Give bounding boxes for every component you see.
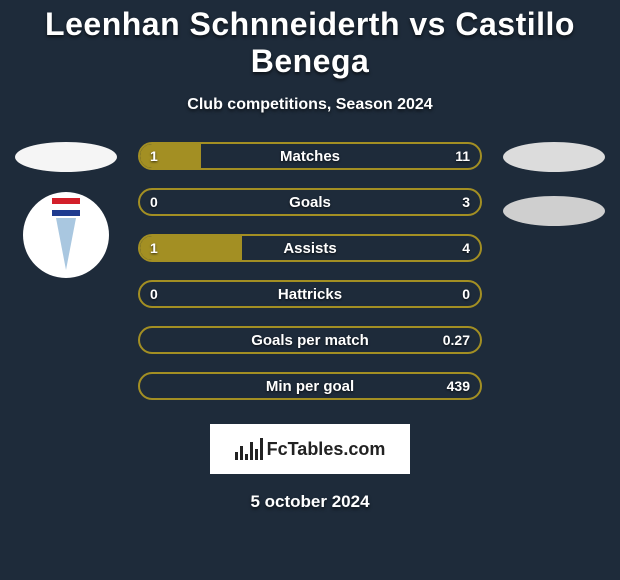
infographic-root: Leenhan Schnneiderth vs Castillo Benega … [0,0,620,512]
stat-label: Hattricks [140,282,480,306]
player-left-column [10,142,122,418]
stat-bar: 1Assists4 [138,234,482,262]
stat-bar: Min per goal439 [138,372,482,400]
player-right-head-placeholder [503,142,605,172]
logo-chart-bar [255,449,258,460]
player-left-club-badge [23,192,109,278]
logo-chart-bar [250,442,253,460]
stat-value-right: 3 [462,190,470,214]
stat-bar: 0Goals3 [138,188,482,216]
subtitle: Club competitions, Season 2024 [0,96,620,114]
logo-chart-bar [260,438,263,460]
stat-label: Assists [140,236,480,260]
stat-value-right: 439 [447,374,470,398]
flag-stripe-3 [52,210,80,216]
source-logo: FcTables.com [235,438,386,460]
stat-value-right: 0 [462,282,470,306]
club-flag [52,198,80,216]
stat-value-right: 0.27 [443,328,470,352]
body-row: 1Matches110Goals31Assists40Hattricks0Goa… [0,142,620,418]
logo-chart-bar [245,454,248,460]
source-logo-text: FcTables.com [267,439,386,460]
logo-chart-bar [240,446,243,460]
player-right-column [498,142,610,418]
logo-chart-bar [235,452,238,460]
player-left-head-placeholder [15,142,117,172]
club-pennant-icon [56,218,76,270]
stat-value-right: 4 [462,236,470,260]
stat-bar: 0Hattricks0 [138,280,482,308]
stat-value-right: 11 [455,144,470,168]
stat-label: Matches [140,144,480,168]
stats-column: 1Matches110Goals31Assists40Hattricks0Goa… [122,142,498,418]
bar-chart-icon [235,438,263,460]
stat-label: Goals [140,190,480,214]
player-right-club-placeholder [503,196,605,226]
stat-bar: Goals per match0.27 [138,326,482,354]
stat-label: Goals per match [140,328,480,352]
stat-label: Min per goal [140,374,480,398]
stat-bar: 1Matches11 [138,142,482,170]
date-label: 5 october 2024 [0,492,620,512]
source-logo-box: FcTables.com [210,424,410,474]
page-title: Leenhan Schnneiderth vs Castillo Benega [0,6,620,80]
